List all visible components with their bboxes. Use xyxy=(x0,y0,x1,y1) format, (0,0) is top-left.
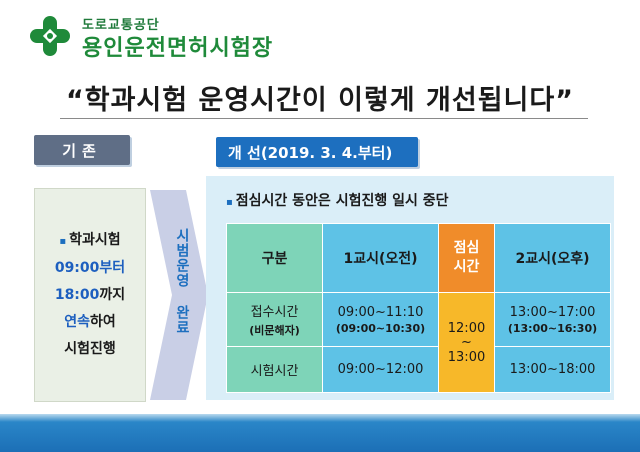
old-line-2: 09:00부터 xyxy=(54,260,126,276)
reception-am: 09:00~11:10 (09:00~10:30) xyxy=(322,292,439,347)
reception-pm-time: 13:00~17:00 xyxy=(509,304,596,320)
transition-arrow-icon xyxy=(150,190,208,400)
row-label-reception: 접수시간 (비문해자) xyxy=(226,292,323,347)
old-line-4: 연속하여 xyxy=(64,309,116,336)
reception-label-sub: (비문해자) xyxy=(249,324,300,337)
exam-am: 09:00~12:00 xyxy=(322,346,439,393)
notice: ▪ 점심시간 동안은 시험진행 일시 중단 xyxy=(226,190,448,210)
old-line-1-text: 학과시험 xyxy=(69,232,121,248)
table-header-row: 구분 1교시(오전) 점심시간 2교시(오후) xyxy=(226,223,611,293)
reception-pm-sub: (13:00~16:30) xyxy=(507,321,598,335)
old-line-4-suffix: 하여 xyxy=(90,314,116,330)
table-row: 시험시간 09:00~12:00 13:00~18:00 xyxy=(226,346,611,393)
footer-bar xyxy=(0,414,640,452)
header-lunch-text: 점심시간 xyxy=(453,240,480,275)
old-line-1: ▪ 학과시험 xyxy=(59,227,120,255)
cross-clover-logo-icon xyxy=(30,16,70,56)
lunch-start: 12:00 xyxy=(447,320,486,336)
old-tag: 기존 xyxy=(34,135,130,165)
org-small-name: 도로교통공단 xyxy=(82,18,160,33)
old-info-box: ▪ 학과시험 09:00부터 18:00까지 연속하여 시험진행 xyxy=(34,188,146,402)
notice-text: 점심시간 동안은 시험진행 일시 중단 xyxy=(235,193,449,209)
arrow-label: 시범운영 완료 xyxy=(174,228,190,335)
org-name: 용인운전면허시험장 xyxy=(82,36,274,61)
old-line-4-word: 연속 xyxy=(64,314,90,330)
row-label-exam: 시험시간 xyxy=(226,346,323,393)
old-line-3: 18:00까지 xyxy=(55,282,125,309)
old-line-3-suffix: 까지 xyxy=(99,287,126,303)
reception-am-time: 09:00~11:10 xyxy=(337,304,424,320)
bullet-icon: ▪ xyxy=(226,197,233,208)
old-line-3-time: 18:00 xyxy=(54,287,100,303)
lunch-cell: 12:00 ~ 13:00 xyxy=(438,292,495,393)
exam-pm: 13:00~18:00 xyxy=(494,346,611,393)
schedule-table: 구분 1교시(오전) 점심시간 2교시(오후) 접수시간 (비문해자) 09:0… xyxy=(226,223,611,393)
table-row: 접수시간 (비문해자) 09:00~11:10 (09:00~10:30) 12… xyxy=(226,292,611,393)
new-tag: 개 선(2019. 3. 4.부터) xyxy=(216,137,418,167)
header-morning: 1교시(오전) xyxy=(322,223,439,293)
header-lunch: 점심시간 xyxy=(438,223,495,293)
bullet-icon: ▪ xyxy=(59,236,67,247)
page-title: “학과시험 운영시간이 이렇게 개선됩니다” xyxy=(66,85,574,116)
old-line-5: 시험진행 xyxy=(64,341,116,357)
reception-am-sub: (09:00~10:30) xyxy=(335,321,426,335)
lunch-sep: ~ xyxy=(461,334,472,350)
logo: 도로교통공단 용인운전면허시험장 xyxy=(28,10,328,61)
title-divider xyxy=(60,118,588,119)
header-category: 구분 xyxy=(226,223,323,293)
header-afternoon: 2교시(오후) xyxy=(494,223,611,293)
reception-pm: 13:00~17:00 (13:00~16:30) xyxy=(494,292,611,347)
reception-label: 접수시간 xyxy=(250,305,299,320)
lunch-end: 13:00 xyxy=(447,349,486,365)
